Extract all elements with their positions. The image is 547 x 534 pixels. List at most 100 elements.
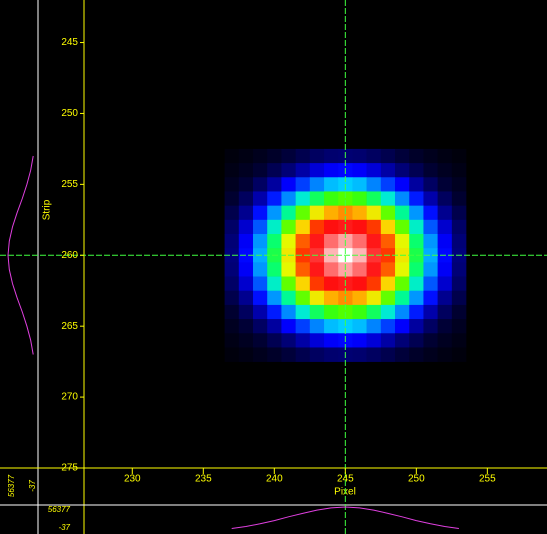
heatmap-cell	[225, 149, 240, 163]
x-tick-label: 250	[408, 474, 425, 485]
heatmap-cell	[352, 191, 367, 205]
heatmap-cell	[423, 277, 438, 291]
heatmap-cell	[423, 163, 438, 177]
heatmap-cell	[452, 163, 467, 177]
heatmap-cell	[409, 305, 424, 319]
heatmap-cell	[296, 277, 311, 291]
heatmap-cell	[367, 163, 382, 177]
y-axis-label: Strip	[42, 199, 53, 220]
heatmap-cell	[281, 291, 296, 305]
heatmap-cell	[452, 305, 467, 319]
heatmap-cell	[352, 262, 367, 276]
heatmap-cell	[423, 347, 438, 361]
heatmap-cell	[423, 333, 438, 347]
heatmap-cell	[310, 305, 325, 319]
heatmap-cell	[310, 319, 325, 333]
heatmap-cell	[296, 163, 311, 177]
heatmap-cell	[310, 333, 325, 347]
heatmap-cell	[267, 206, 282, 220]
heatmap-cell	[452, 177, 467, 191]
y-tick-label: 250	[61, 108, 78, 119]
profile-min-label-vertical: -37	[28, 480, 37, 492]
heatmap-cell	[395, 305, 410, 319]
y-tick-label: 260	[61, 250, 78, 261]
heatmap-cell	[253, 149, 268, 163]
heatmap-cell	[381, 177, 396, 191]
heatmap-cell	[253, 347, 268, 361]
heatmap-cell	[253, 234, 268, 248]
heatmap-cell	[423, 191, 438, 205]
heatmap-cell	[267, 191, 282, 205]
heatmap-cell	[395, 234, 410, 248]
heatmap-cell	[267, 305, 282, 319]
heatmap-cell	[352, 220, 367, 234]
heatmap-cell	[253, 191, 268, 205]
heatmap-cell	[452, 220, 467, 234]
heatmap-cell	[367, 234, 382, 248]
heatmap-cell	[267, 291, 282, 305]
heatmap-cell	[352, 347, 367, 361]
heatmap-cell	[281, 220, 296, 234]
heatmap-cell	[438, 163, 453, 177]
heatmap-cell	[239, 277, 254, 291]
heatmap-cell	[225, 347, 240, 361]
heatmap-cell	[452, 191, 467, 205]
heatmap-cell	[324, 220, 339, 234]
heatmap-cell	[423, 206, 438, 220]
heatmap-cell	[395, 149, 410, 163]
heatmap-cell	[381, 319, 396, 333]
heatmap-cell	[452, 149, 467, 163]
heatmap-cell	[367, 191, 382, 205]
y-tick-label: 245	[61, 37, 78, 48]
heatmap-cell	[324, 149, 339, 163]
heatmap-cell	[438, 220, 453, 234]
heatmap-cell	[324, 291, 339, 305]
heatmap-cell	[267, 220, 282, 234]
heatmap-cell	[395, 333, 410, 347]
heatmap-cell	[367, 220, 382, 234]
heatmap-cell	[352, 206, 367, 220]
heatmap-cell	[367, 305, 382, 319]
heatmap-cell	[310, 234, 325, 248]
heatmap-cell	[381, 206, 396, 220]
heatmap-cell	[267, 177, 282, 191]
heatmap-cell	[324, 234, 339, 248]
heatmap-cell	[367, 319, 382, 333]
heatmap-cell	[281, 305, 296, 319]
heatmap-cell	[296, 291, 311, 305]
heatmap-cell	[239, 234, 254, 248]
y-tick-label: 275	[61, 463, 78, 474]
heatmap-cell	[281, 333, 296, 347]
heatmap-cell	[381, 163, 396, 177]
heatmap-cell	[239, 149, 254, 163]
heatmap-cell	[452, 277, 467, 291]
x-tick-label: 245	[337, 474, 354, 485]
heatmap-cell	[452, 347, 467, 361]
heatmap-cell	[409, 163, 424, 177]
heatmap-cell	[310, 347, 325, 361]
heatmap-cell	[409, 206, 424, 220]
x-tick-label: 235	[195, 474, 212, 485]
heatmap-cell	[438, 206, 453, 220]
heatmap-cell	[324, 163, 339, 177]
heatmap-cell	[409, 333, 424, 347]
heatmap-cell	[281, 262, 296, 276]
heatmap-cell	[381, 277, 396, 291]
heatmap-cell	[438, 277, 453, 291]
heatmap-cell	[296, 149, 311, 163]
heatmap-cell	[225, 277, 240, 291]
heatmap-cell	[352, 163, 367, 177]
heatmap-cell	[409, 191, 424, 205]
heatmap-cell	[225, 191, 240, 205]
heatmap-cell	[281, 163, 296, 177]
x-tick-label: 255	[479, 474, 496, 485]
heatmap-cell	[267, 234, 282, 248]
heatmap-cell	[395, 206, 410, 220]
heatmap-cell	[409, 220, 424, 234]
heatmap-cell	[381, 149, 396, 163]
x-tick-label: 240	[266, 474, 283, 485]
heatmap-cell	[438, 333, 453, 347]
heatmap-cell	[310, 191, 325, 205]
heatmap-cell	[324, 319, 339, 333]
heatmap-cell	[367, 177, 382, 191]
